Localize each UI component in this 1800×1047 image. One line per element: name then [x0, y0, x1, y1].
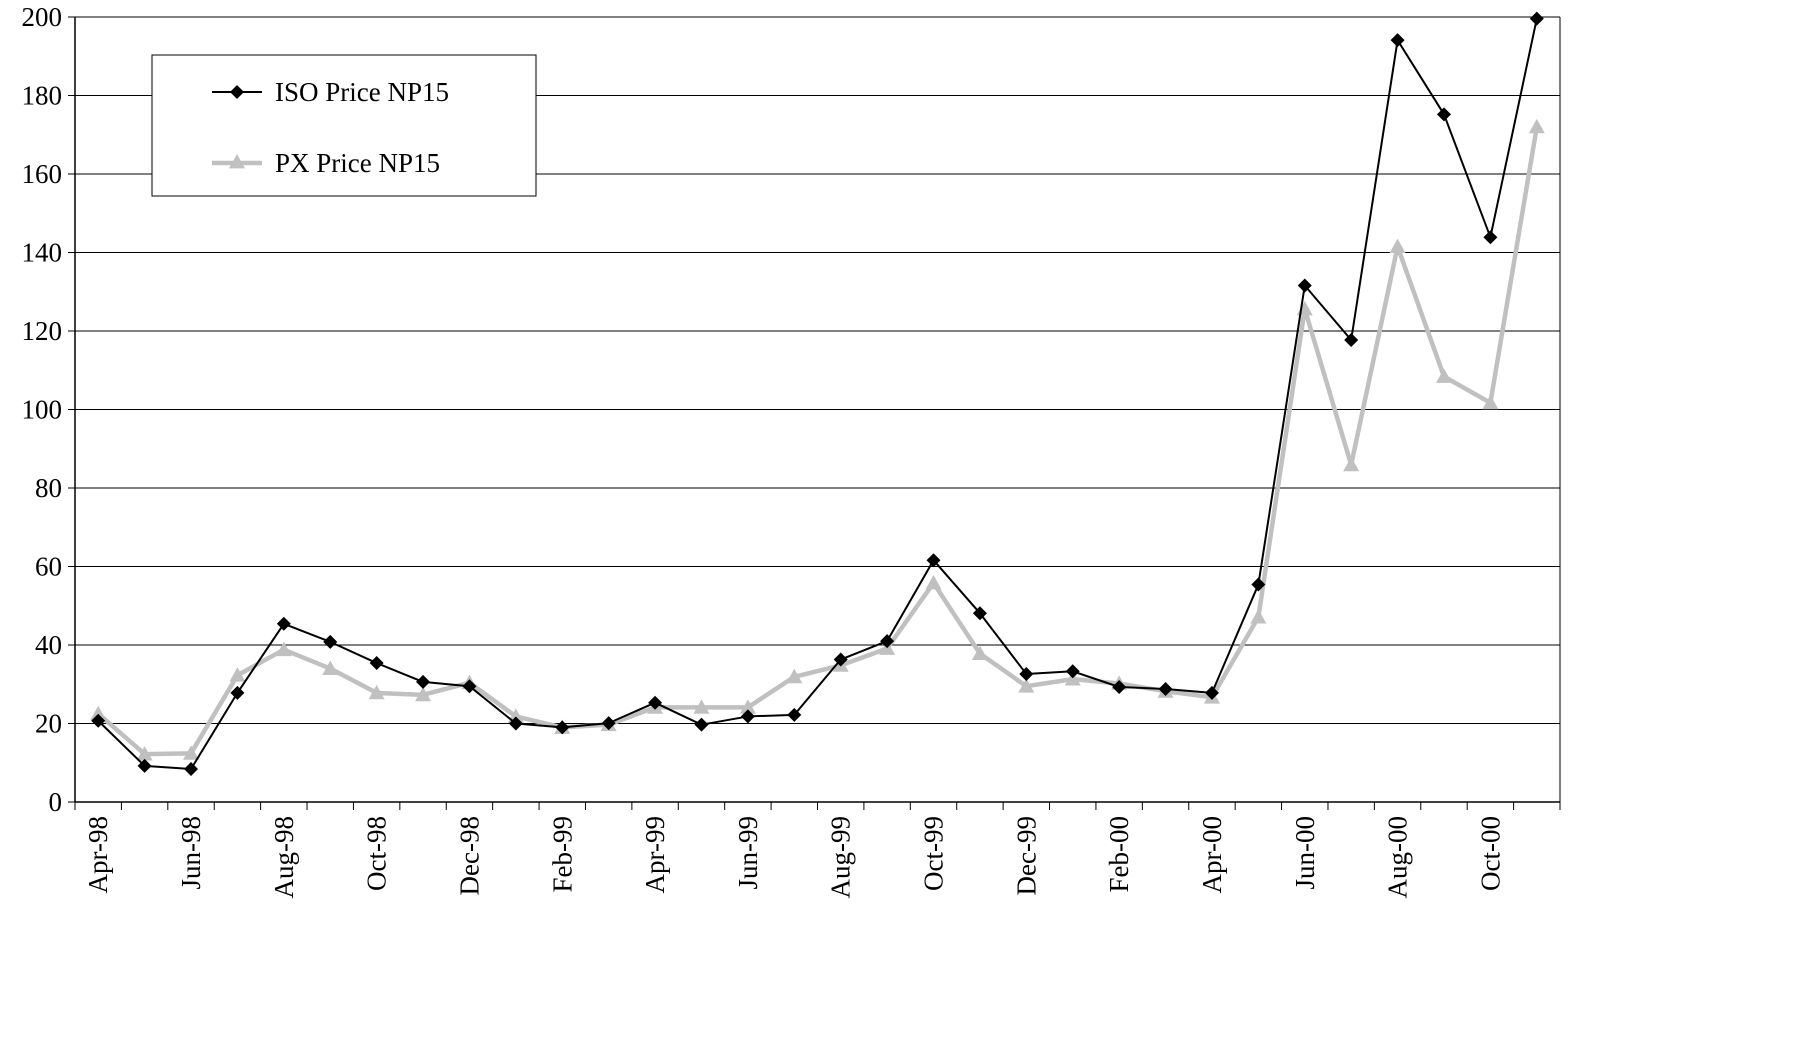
x-tick-label: Jun-99: [733, 816, 763, 890]
px-price-point: [925, 574, 942, 590]
x-tick-label: Dec-99: [1011, 816, 1041, 895]
x-tick-label: Aug-99: [826, 816, 856, 899]
x-tick-label: Apr-98: [83, 816, 113, 893]
px-price-point: [1528, 118, 1545, 134]
iso-price-point: [1112, 679, 1127, 694]
px-price-point: [322, 660, 339, 675]
legend-label: PX Price NP15: [275, 148, 440, 178]
px-price-point: [786, 668, 803, 684]
iso-price-point: [1529, 11, 1544, 26]
px-price-point: [275, 641, 292, 657]
series-px-price-np15: [90, 118, 1545, 761]
x-tick-label: Feb-99: [547, 816, 577, 893]
iso-price-point: [184, 762, 199, 777]
px-price-point: [1482, 394, 1499, 410]
px-price-point: [693, 699, 710, 714]
y-tick-label: 200: [22, 2, 63, 32]
x-tick-label: Feb-00: [1104, 816, 1134, 893]
iso-price-point: [740, 709, 755, 724]
legend-box: [151, 54, 537, 197]
y-tick-label: 140: [22, 238, 63, 268]
px-price-point: [739, 699, 756, 714]
legend-item-px: PX Price NP15: [212, 148, 440, 178]
iso-price-point: [1483, 230, 1498, 245]
iso-price-point: [91, 713, 106, 728]
y-tick-label: 160: [22, 159, 63, 189]
px-price-point: [136, 746, 153, 761]
x-tick-label: Aug-00: [1383, 816, 1413, 899]
iso-price-point: [1344, 333, 1359, 348]
iso-price-point: [369, 656, 384, 671]
px-price-point: [1343, 456, 1360, 472]
px-price-line: [96, 126, 1540, 757]
gridlines: [75, 16, 1560, 724]
x-tick-label: Jun-00: [1290, 816, 1320, 890]
y-tick-label: 0: [49, 787, 63, 817]
px-price-point: [1250, 609, 1267, 624]
iso-price-point: [137, 758, 152, 773]
px-price-point: [1296, 301, 1313, 316]
y-tick-label: 20: [35, 709, 62, 739]
axes: 0 20 40 60 80 100 120 140 160 180 200 Apr-98 Jun-98 A…: [22, 2, 1561, 899]
iso-price-point: [1019, 667, 1034, 682]
y-tick-label: 120: [22, 316, 63, 346]
iso-price-point: [1251, 577, 1266, 592]
y-tick-label: 80: [35, 473, 62, 503]
px-price-point: [229, 667, 246, 682]
iso-price-point: [323, 634, 338, 649]
px-price-point: [1064, 671, 1081, 686]
iso-price-point: [276, 616, 291, 631]
iso-price-point: [601, 716, 616, 731]
y-tick-label: 60: [35, 552, 62, 582]
iso-price-point: [1065, 664, 1080, 679]
x-tick-label: Apr-99: [640, 816, 670, 893]
series-layer: [90, 11, 1545, 777]
legend-item-iso: ISO Price NP15: [212, 77, 449, 107]
iso-price-point: [926, 553, 941, 568]
iso-price-point: [555, 720, 570, 735]
x-tick-label: Jun-98: [176, 816, 206, 890]
iso-price-point: [462, 679, 477, 694]
px-price-point: [1389, 238, 1406, 254]
series-iso-price-np15: [91, 11, 1544, 777]
iso-price-point: [880, 634, 895, 649]
iso-price-point: [230, 685, 245, 700]
legend-triangle-marker: [229, 154, 245, 169]
px-price-point: [368, 684, 385, 700]
iso-price-point: [1158, 681, 1173, 696]
legend: ISO Price NP15 PX Price NP15: [151, 54, 537, 197]
legend-diamond-marker: [230, 85, 244, 99]
x-tick-label: Oct-00: [1475, 816, 1505, 891]
iso-price-point: [833, 652, 848, 667]
y-tick-label: 180: [22, 81, 63, 111]
iso-price-line: [97, 18, 1538, 771]
x-tick-label: Dec-98: [454, 816, 484, 895]
px-price-point: [971, 645, 988, 661]
px-price-point: [415, 686, 432, 702]
legend-label: ISO Price NP15: [275, 77, 449, 107]
iso-price-point: [972, 606, 987, 621]
px-price-point: [90, 705, 107, 721]
px-price-point: [183, 745, 200, 760]
iso-price-point: [1436, 107, 1451, 122]
iso-price-point: [1390, 33, 1405, 48]
iso-price-point: [508, 716, 523, 731]
iso-price-point: [787, 707, 802, 722]
y-tick-label: 40: [35, 630, 62, 660]
px-price-point: [1018, 678, 1035, 693]
x-tick-label: Aug-98: [269, 816, 299, 899]
px-price-point: [1435, 368, 1452, 383]
y-tick-label: 100: [22, 395, 63, 425]
iso-price-point: [1297, 278, 1312, 293]
iso-price-point: [1204, 685, 1219, 700]
x-tick-label: Oct-99: [919, 816, 949, 891]
iso-price-point: [648, 695, 663, 710]
iso-price-point: [416, 674, 431, 689]
x-tick-label: Oct-98: [362, 816, 392, 891]
x-tick-label: Apr-00: [1197, 816, 1227, 893]
iso-price-point: [694, 717, 709, 732]
